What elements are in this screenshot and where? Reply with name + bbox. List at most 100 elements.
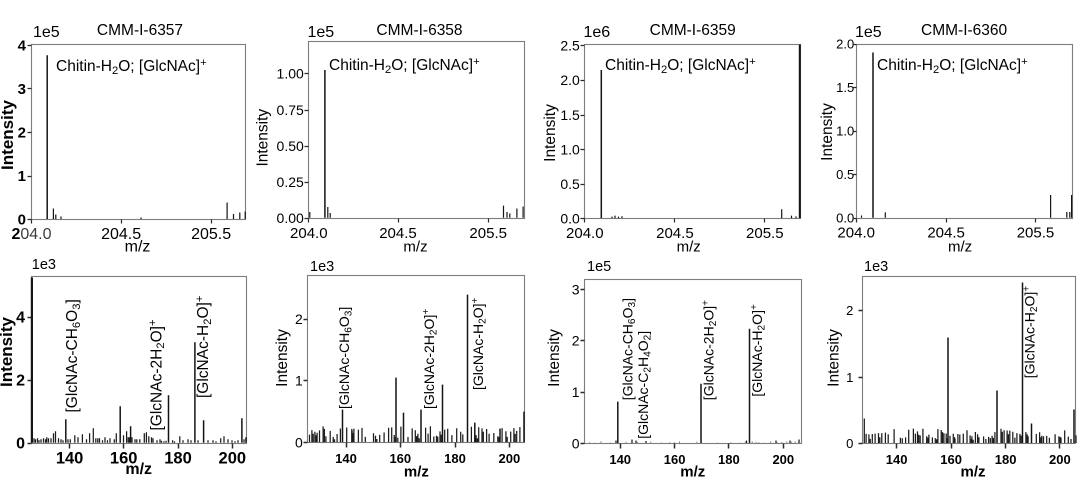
svg-text:[GlcNAc-H2 O]+: [GlcNAc-H2 O]+	[194, 296, 214, 398]
svg-text:m/z: m/z	[404, 464, 429, 481]
svg-text:1e5: 1e5	[855, 24, 882, 41]
svg-text:204.5: 204.5	[656, 225, 694, 242]
svg-text:m/z: m/z	[125, 239, 151, 256]
svg-text:m/z: m/z	[125, 461, 152, 478]
svg-text:0: 0	[572, 435, 580, 451]
svg-text:0: 0	[18, 212, 26, 229]
svg-text:m/z: m/z	[677, 239, 701, 256]
svg-text:160: 160	[940, 452, 962, 467]
svg-text:180: 180	[444, 451, 466, 466]
svg-text:204.0: 204.0	[837, 225, 875, 242]
svg-text:CMM-I-6360: CMM-I-6360	[921, 22, 1008, 39]
svg-text:140: 140	[886, 452, 908, 467]
svg-text:Intensity: Intensity	[0, 100, 17, 170]
svg-text:200: 200	[772, 452, 794, 467]
svg-text:2.5: 2.5	[560, 38, 580, 54]
svg-text:204.0: 204.0	[11, 226, 51, 243]
svg-text:[GlcNAc-2H2 O]+: [GlcNAc-2H2 O]+	[700, 300, 719, 400]
svg-text:Intensity: Intensity	[0, 317, 16, 387]
svg-text:1.0: 1.0	[836, 124, 854, 139]
svg-text:1: 1	[295, 373, 303, 389]
svg-text:1e5: 1e5	[308, 24, 335, 41]
svg-text:[GlcNAc-2H2 O]+: [GlcNAc-2H2 O]+	[421, 309, 440, 409]
svg-text:1.00: 1.00	[277, 66, 304, 82]
svg-text:[GlcNAc-C2 H4 O2 ]: [GlcNAc-C2 H4 O2 ]	[635, 331, 654, 439]
svg-text:0: 0	[846, 436, 853, 451]
svg-text:[GlcNAc-CH6 O3 ]: [GlcNAc-CH6 O3 ]	[620, 298, 639, 400]
svg-text:Intensity: Intensity	[274, 329, 291, 387]
svg-text:0.75: 0.75	[277, 102, 304, 118]
svg-text:Chitin-H2 O; [GlcNAc]+: Chitin-H2 O; [GlcNAc]+	[56, 57, 207, 77]
svg-text:180: 180	[718, 452, 740, 467]
svg-text:1e3: 1e3	[32, 257, 56, 273]
svg-text:205.5: 205.5	[746, 225, 784, 242]
svg-text:0: 0	[16, 436, 25, 453]
svg-text:Chitin-H2 O; [GlcNAc]+: Chitin-H2 O; [GlcNAc]+	[329, 56, 480, 76]
svg-text:4: 4	[18, 37, 27, 54]
svg-text:0.00: 0.00	[277, 210, 304, 226]
svg-text:2: 2	[572, 333, 580, 349]
svg-text:[GlcNAc-H2 O]+: [GlcNAc-H2 O]+	[470, 297, 489, 390]
svg-text:Intensity: Intensity	[255, 109, 272, 167]
svg-text:1: 1	[846, 370, 853, 385]
svg-text:1: 1	[572, 384, 580, 400]
svg-text:[GlcNAc-CH6 O3 ]: [GlcNAc-CH6 O3 ]	[64, 299, 83, 412]
svg-text:m/z: m/z	[680, 464, 705, 481]
svg-text:0.0: 0.0	[560, 211, 580, 227]
svg-text:0.5: 0.5	[560, 176, 580, 192]
svg-text:140: 140	[335, 451, 357, 466]
svg-text:160: 160	[110, 450, 138, 468]
svg-text:0.5: 0.5	[836, 167, 854, 182]
svg-text:140: 140	[56, 450, 84, 468]
svg-text:200: 200	[499, 451, 521, 466]
svg-text:Chitin-H2 O; [GlcNAc]+: Chitin-H2 O; [GlcNAc]+	[605, 56, 756, 76]
svg-text:1e3: 1e3	[864, 259, 888, 275]
svg-text:205.5: 205.5	[191, 226, 231, 243]
svg-text:140: 140	[609, 452, 631, 467]
svg-text:CMM-I-6357: CMM-I-6357	[97, 22, 183, 39]
svg-text:m/z: m/z	[948, 239, 972, 256]
svg-text:1.5: 1.5	[836, 80, 854, 95]
svg-text:204.0: 204.0	[290, 225, 328, 242]
svg-text:0.50: 0.50	[277, 138, 304, 154]
svg-text:1: 1	[18, 168, 26, 185]
svg-text:2: 2	[16, 373, 25, 390]
svg-text:0.25: 0.25	[277, 174, 304, 190]
svg-text:3: 3	[572, 281, 580, 297]
svg-text:1e5: 1e5	[33, 24, 60, 41]
svg-text:205.5: 205.5	[1017, 225, 1055, 242]
svg-text:1.5: 1.5	[560, 107, 580, 123]
svg-text:205.5: 205.5	[469, 225, 507, 242]
svg-text:1e6: 1e6	[584, 24, 611, 41]
svg-text:180: 180	[164, 450, 192, 468]
svg-text:204.5: 204.5	[927, 225, 965, 242]
svg-text:[GlcNAc-H2 O]+: [GlcNAc-H2 O]+	[1021, 286, 1040, 379]
svg-text:1e5: 1e5	[587, 259, 611, 275]
svg-text:2.0: 2.0	[560, 72, 580, 88]
svg-text:200: 200	[1049, 452, 1071, 467]
svg-text:0.0: 0.0	[836, 211, 854, 226]
svg-text:2: 2	[846, 303, 853, 318]
svg-text:0: 0	[295, 434, 303, 450]
svg-text:Intensity: Intensity	[546, 329, 563, 387]
svg-text:m/z: m/z	[960, 464, 985, 481]
svg-text:m/z: m/z	[403, 239, 427, 256]
svg-text:1e3: 1e3	[310, 259, 334, 275]
svg-text:Chitin-H2 O; [GlcNAc]+: Chitin-H2 O; [GlcNAc]+	[877, 56, 1028, 76]
svg-text:160: 160	[664, 452, 686, 467]
svg-text:2: 2	[18, 125, 26, 142]
svg-text:[GlcNAc-CH6 O3 ]: [GlcNAc-CH6 O3 ]	[336, 307, 355, 409]
svg-text:204.5: 204.5	[379, 225, 417, 242]
svg-text:2: 2	[295, 311, 303, 327]
svg-text:2.0: 2.0	[836, 36, 854, 51]
svg-text:[GlcNAc-H2 O]+: [GlcNAc-H2 O]+	[749, 304, 768, 397]
svg-text:200: 200	[219, 450, 247, 468]
svg-text:180: 180	[995, 452, 1017, 467]
svg-text:CMM-I-6358: CMM-I-6358	[376, 22, 462, 39]
svg-text:Intensity: Intensity	[826, 329, 843, 387]
svg-text:Intensity: Intensity	[542, 104, 559, 162]
svg-text:[GlcNAc-2H2 O]+: [GlcNAc-2H2 O]+	[147, 319, 167, 430]
svg-text:1.0: 1.0	[560, 141, 580, 157]
svg-text:160: 160	[389, 451, 411, 466]
svg-text:204.5: 204.5	[101, 226, 141, 243]
